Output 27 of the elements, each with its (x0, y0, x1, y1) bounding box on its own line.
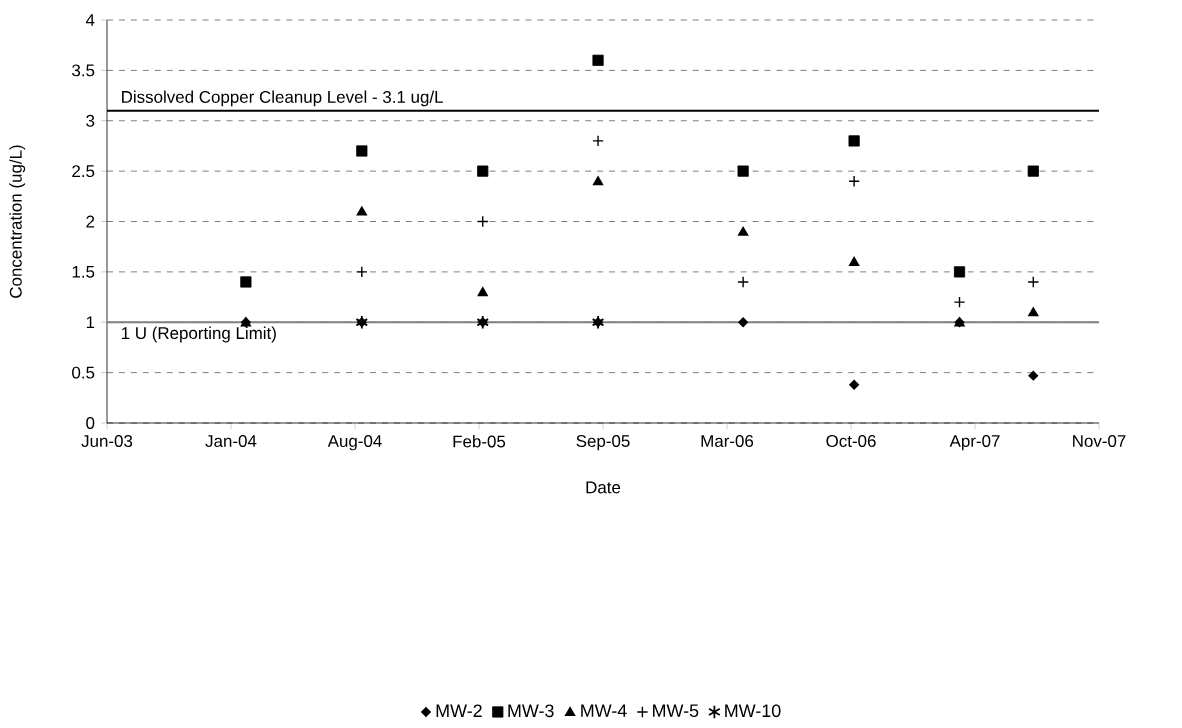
y-tick-label: 4 (85, 14, 95, 26)
y-tick-label: 0 (86, 417, 95, 429)
x-tick-label: Mar-06 (701, 435, 754, 447)
y-tick-label: 1 (86, 316, 95, 329)
y-tick-label: 3.5 (72, 64, 95, 77)
x-tick-label: Apr-07 (949, 435, 1000, 451)
legend-label: MW-5 (653, 704, 699, 718)
x-tick-label: Nov-07 (1073, 435, 1126, 447)
ref-line-label: 1 U (Reporting Limit) (121, 326, 276, 343)
y-tick-label: 2.5 (72, 165, 95, 178)
legend-label: MW-10 (725, 704, 781, 718)
x-tick-label: Sep-05 (576, 435, 630, 451)
ref-line-label: Dissolved Copper Cleanup Level - 3.1 ug/L (122, 90, 443, 107)
y-tick-label: 2 (86, 215, 95, 228)
x-tick-label: Feb-05 (453, 435, 506, 448)
y-axis-title: Concentration (ug/L) (9, 145, 26, 298)
x-tick-label: Aug-04 (327, 435, 382, 451)
legend-label: MW-3 (508, 704, 554, 718)
legend-label: MW-2 (436, 704, 482, 717)
y-tick-label: 0.5 (72, 366, 95, 379)
legend-label: MW-4 (581, 704, 627, 717)
x-tick-label: Jan-04 (205, 435, 257, 447)
x-tick-label: Oct-06 (826, 435, 876, 447)
x-tick-label: Jun-03 (81, 435, 133, 447)
y-tick-label: 3 (86, 114, 95, 127)
x-axis-title: Date (586, 481, 621, 494)
y-tick-label: 1.5 (72, 265, 95, 278)
